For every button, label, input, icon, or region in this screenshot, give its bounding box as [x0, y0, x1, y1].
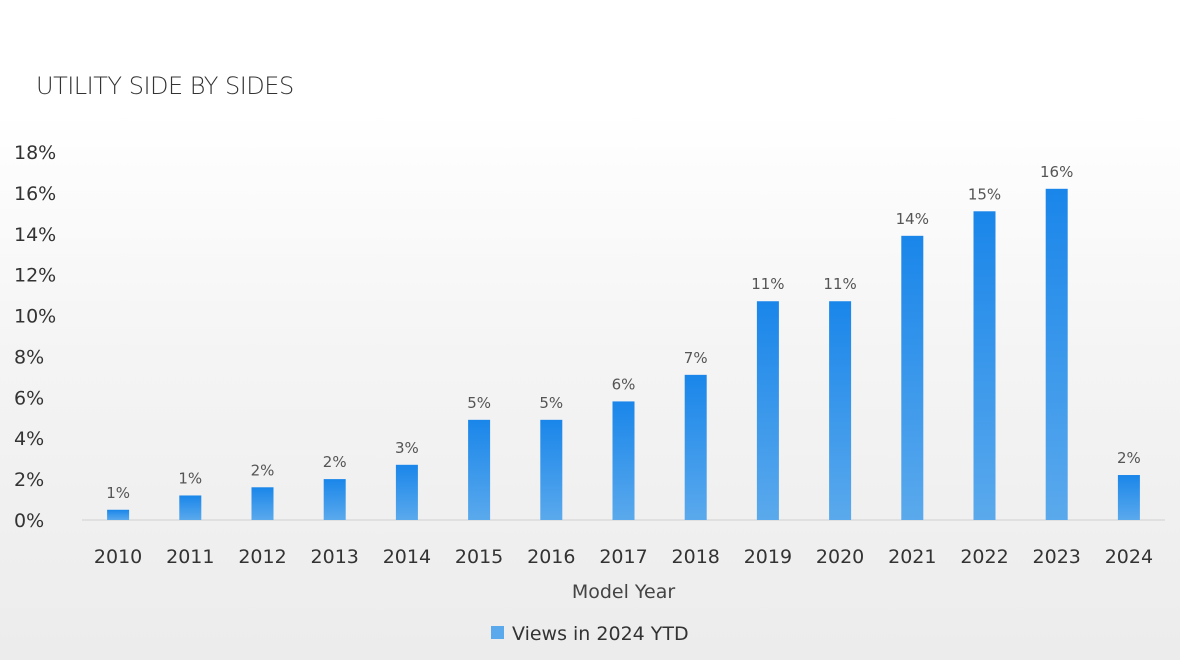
x-tick-label-2024: 2024: [1105, 546, 1153, 568]
bar-2014: [395, 464, 418, 520]
data-label-2020: 11%: [823, 275, 856, 293]
chart-title: UTILITY SIDE BY SIDES: [36, 72, 294, 100]
y-tick-label: 0%: [14, 510, 44, 532]
x-tick-label-2021: 2021: [888, 546, 936, 568]
x-tick-label-2010: 2010: [94, 546, 142, 568]
bar-2019: [756, 301, 779, 520]
y-tick-label: 4%: [14, 428, 44, 450]
bars: [107, 188, 1140, 521]
data-label-2023: 16%: [1040, 163, 1073, 181]
y-tick-label: 18%: [14, 142, 56, 164]
legend-label: Views in 2024 YTD: [512, 623, 689, 645]
x-tick-label-2020: 2020: [816, 546, 864, 568]
y-tick-label: 14%: [14, 224, 56, 246]
bar-2022: [973, 211, 996, 521]
data-label-2021: 14%: [896, 210, 929, 228]
data-labels: 1% 1% 2% 2% 3% 5% 5% 6% 7% 11% 11% 14% 15% 16% 2%: [106, 163, 1141, 502]
x-tick-label-2016: 2016: [527, 546, 575, 568]
x-tick-label-2019: 2019: [744, 546, 792, 568]
bar-2023: [1045, 188, 1068, 521]
data-label-2015: 5%: [467, 394, 491, 412]
data-label-2024: 2%: [1117, 449, 1141, 467]
bar-2012: [251, 487, 274, 520]
x-tick-label-2022: 2022: [960, 546, 1008, 568]
x-tick-label-2012: 2012: [238, 546, 286, 568]
y-tick-label: 12%: [14, 265, 56, 287]
bar-2020: [829, 301, 852, 520]
y-tick-label: 10%: [14, 306, 56, 328]
x-tick-label-2018: 2018: [672, 546, 720, 568]
bar-2024: [1117, 475, 1140, 520]
y-tick-label: 16%: [14, 183, 56, 205]
bar-2010: [107, 509, 130, 520]
x-tick-label-2013: 2013: [311, 546, 359, 568]
x-tick-label-2023: 2023: [1033, 546, 1081, 568]
y-tick-label: 2%: [14, 469, 44, 491]
bar-2018: [684, 374, 707, 520]
data-label-2018: 7%: [684, 349, 708, 367]
data-label-2010: 1%: [106, 484, 130, 502]
x-tick-label-2015: 2015: [455, 546, 503, 568]
bar-2021: [901, 235, 924, 521]
x-axis-label: Model Year: [572, 581, 676, 603]
y-axis-ticks: 0% 2% 4% 6% 8% 10% 12% 14% 16% 18%: [14, 142, 56, 532]
bar-2015: [468, 419, 491, 520]
legend: Views in 2024 YTD: [491, 623, 689, 645]
bar-2013: [323, 479, 346, 520]
data-label-2011: 1%: [178, 469, 202, 487]
legend-swatch: [491, 626, 504, 639]
y-tick-label: 6%: [14, 387, 44, 409]
data-label-2019: 11%: [751, 275, 784, 293]
data-label-2017: 6%: [612, 375, 636, 393]
data-label-2016: 5%: [539, 394, 563, 412]
x-axis-ticks: 2010 2011 2012 2013 2014 2015 2016 2017 2018 2019…: [94, 546, 1153, 568]
data-label-2014: 3%: [395, 439, 419, 457]
bar-2011: [179, 495, 202, 520]
data-label-2013: 2%: [323, 453, 347, 471]
bar-2016: [540, 419, 563, 520]
data-label-2022: 15%: [968, 185, 1001, 203]
x-tick-label-2014: 2014: [383, 546, 431, 568]
x-tick-label-2011: 2011: [166, 546, 214, 568]
bar-2017: [612, 401, 635, 520]
data-label-2012: 2%: [251, 461, 275, 479]
x-tick-label-2017: 2017: [599, 546, 647, 568]
y-tick-label: 8%: [14, 346, 44, 368]
